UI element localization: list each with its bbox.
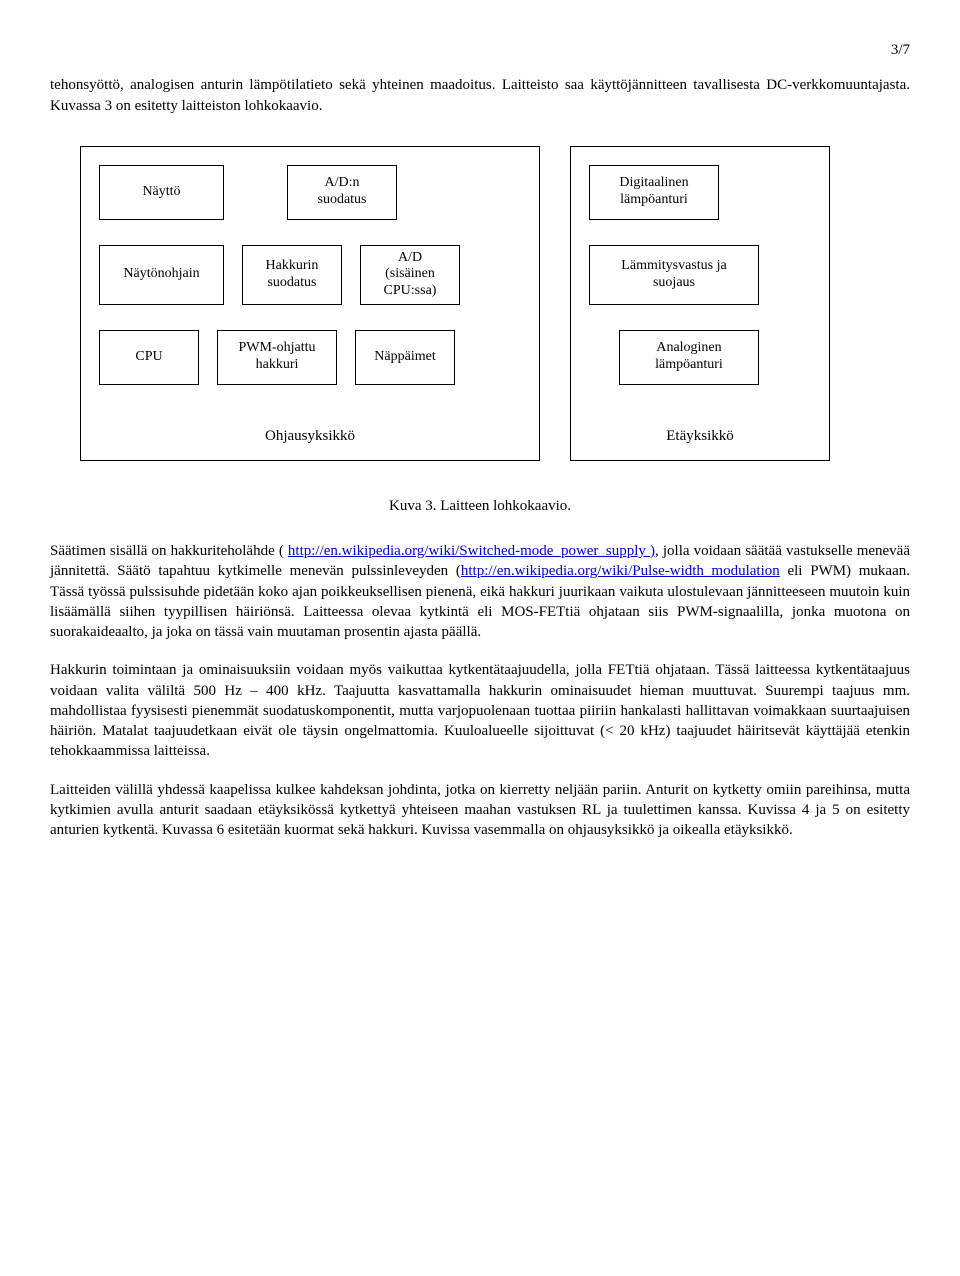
link-pwm[interactable]: http://en.wikipedia.org/wiki/Pulse-width…	[461, 563, 780, 579]
diagram-box: Näppäimet	[355, 330, 455, 385]
paragraph-2: Säätimen sisällä on hakkuriteholähde ( h…	[50, 541, 910, 642]
intro-paragraph: tehonsyöttö, analogisen anturin lämpötil…	[50, 75, 910, 116]
link-smps[interactable]: http://en.wikipedia.org/wiki/Switched-mo…	[288, 543, 655, 559]
paragraph-4: Laitteiden välillä yhdessä kaapelissa ku…	[50, 780, 910, 841]
paragraph-3: Hakkurin toimintaan ja ominaisuuksiin vo…	[50, 660, 910, 761]
diagram-box: PWM-ohjattuhakkuri	[217, 330, 337, 385]
remote-unit-label: Etäyksikkö	[571, 426, 829, 446]
diagram-box: CPU	[99, 330, 199, 385]
diagram-box: A/D(sisäinenCPU:ssa)	[360, 245, 460, 305]
diagram-box: Lämmitysvastus jasuojaus	[589, 245, 759, 305]
page-number: 3/7	[50, 40, 910, 60]
diagram-box: Näyttö	[99, 165, 224, 220]
diagram-box: A/D:nsuodatus	[287, 165, 397, 220]
block-diagram: Näyttö A/D:nsuodatus Näytönohjain Hakkurin…	[80, 146, 910, 461]
diagram-box: Analoginenlämpöanturi	[619, 330, 759, 385]
remote-unit: Digitaalinenlämpöanturi Lämmitysvastus j…	[570, 146, 830, 461]
para2-t1: Säätimen sisällä on hakkuriteholähde (	[50, 543, 288, 559]
figure-caption: Kuva 3. Laitteen lohkokaavio.	[50, 496, 910, 516]
diagram-box: Hakkurinsuodatus	[242, 245, 342, 305]
diagram-box: Näytönohjain	[99, 245, 224, 305]
control-unit: Näyttö A/D:nsuodatus Näytönohjain Hakkurin…	[80, 146, 540, 461]
diagram-box: Digitaalinenlämpöanturi	[589, 165, 719, 220]
control-unit-label: Ohjausyksikkö	[81, 426, 539, 446]
